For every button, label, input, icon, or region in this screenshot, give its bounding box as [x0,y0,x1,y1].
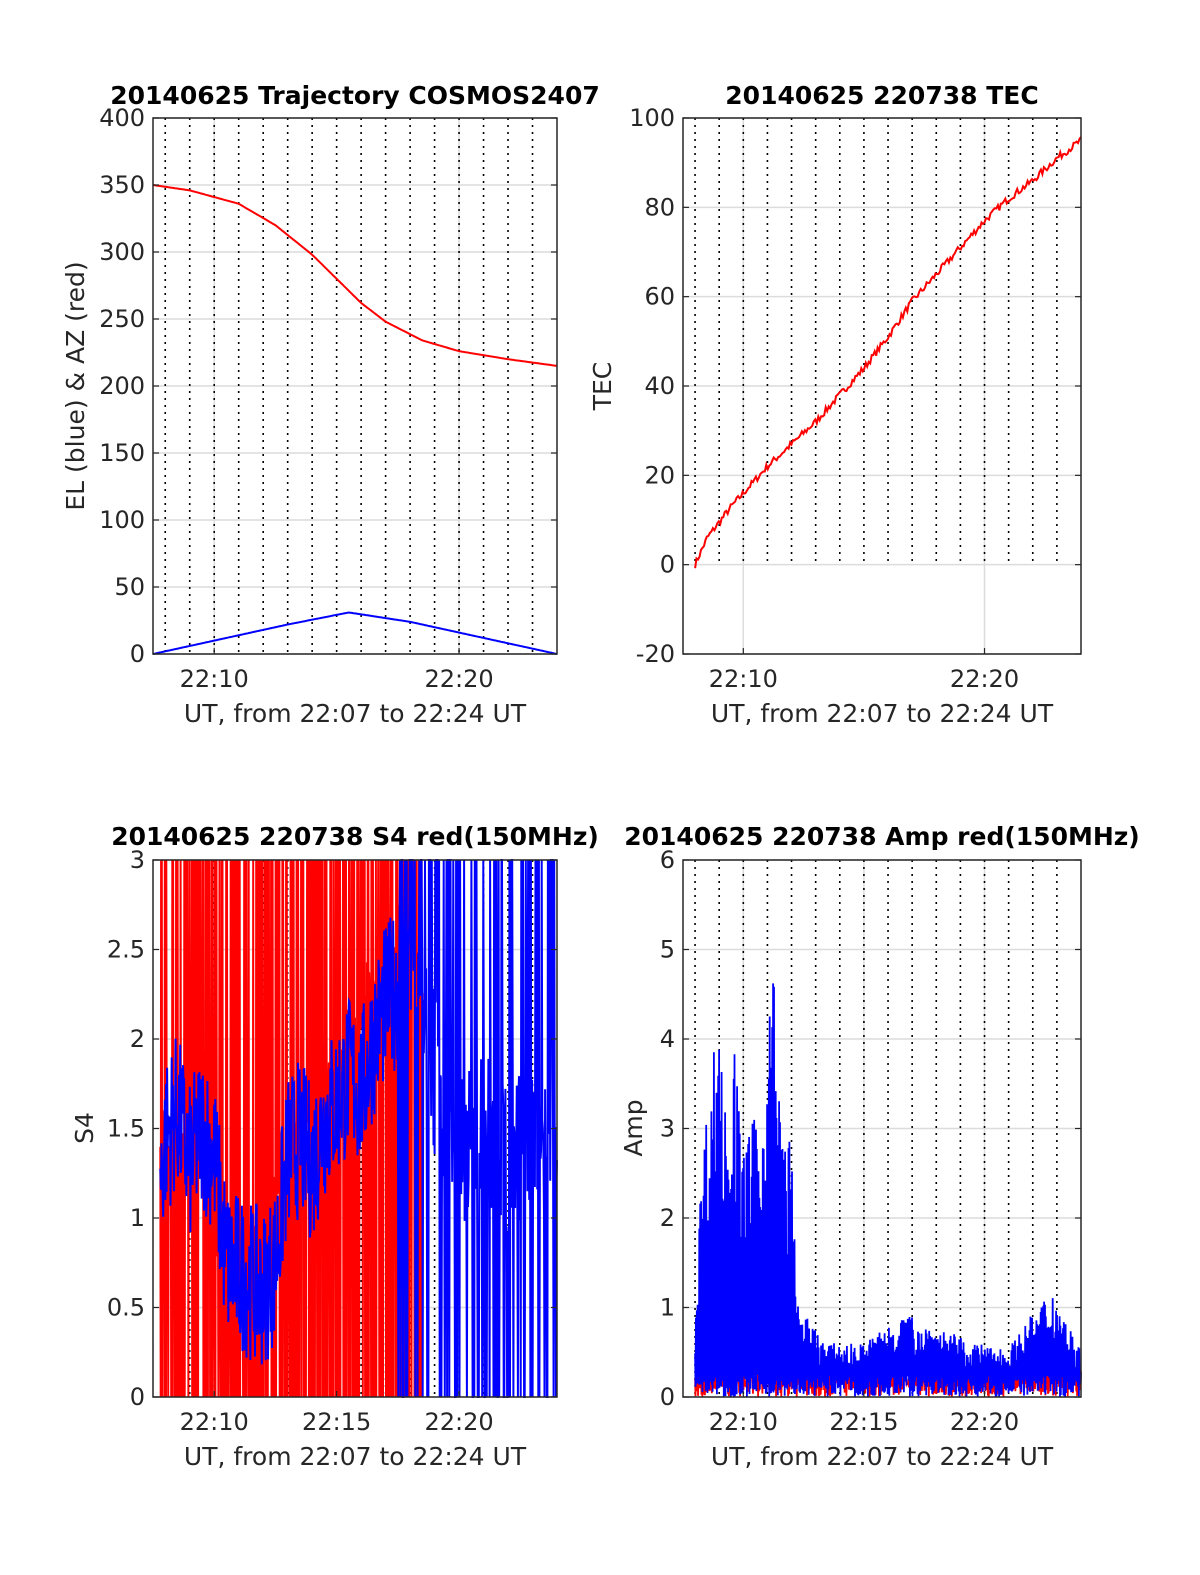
trajectory-ytick-label: 400 [99,104,145,132]
tec-title: 20140625 220738 TEC [725,81,1038,110]
tec-ylabel: TEC [588,362,617,412]
tec-xlabel: UT, from 22:07 to 22:24 UT [711,699,1054,728]
amp-x-ticks: 22:10 22:15 22:20 [709,1391,1019,1436]
amp-ytick-label: 5 [660,936,675,964]
trajectory-ytick-label: 350 [99,171,145,199]
trajectory-ytick-label: 50 [114,573,145,601]
trajectory-ytick-label: 100 [99,506,145,534]
s4-y-ticks: 0 0.5 1 1.5 2 2.5 3 [107,846,557,1411]
s4-ytick-label: 0.5 [107,1294,145,1322]
tec-xtick-label: 22:10 [709,665,778,693]
trajectory-y-ticks: 0 50 100 150 200 250 300 350 400 [99,104,557,668]
s4-xtick-label: 22:10 [180,1408,249,1436]
s4-title: 20140625 220738 S4 red(150MHz) [111,822,599,851]
amp-ytick-label: 0 [660,1383,675,1411]
s4-ytick-label: 0 [130,1383,145,1411]
tec-ytick-label: -20 [636,640,675,668]
tec-grid [683,117,1081,655]
amp-xtick-label: 22:10 [709,1408,778,1436]
tec-xtick-label: 22:20 [950,665,1019,693]
s4-ytick-label: 2 [130,1025,145,1053]
amp-series-blue [694,983,1082,1398]
s4-ytick-label: 2.5 [107,936,145,964]
trajectory-xtick-label: 22:20 [424,665,493,693]
amp-ytick-label: 4 [660,1025,675,1053]
tec-series-red [694,136,1082,569]
tec-ytick-label: 80 [644,193,675,221]
tec-ytick-label: 20 [644,461,675,489]
trajectory-grid [153,117,557,655]
trajectory-xlabel: UT, from 22:07 to 22:24 UT [184,699,527,728]
amp-ytick-label: 6 [660,846,675,874]
amp-ytick-label: 1 [660,1294,675,1322]
amp-title: 20140625 220738 Amp red(150MHz) [624,822,1140,851]
trajectory-x-ticks: 22:10 22:20 [180,648,494,693]
trajectory-ytick-label: 200 [99,372,145,400]
tec-y-ticks: -20 0 20 40 60 80 100 [629,104,1081,668]
amp-xtick-label: 22:20 [950,1408,1019,1436]
tec-ytick-label: 0 [660,551,675,579]
panel-trajectory: 20140625 Trajectory COSMOS2407 0 50 100 150… [61,81,600,728]
s4-ylabel: S4 [70,1112,99,1144]
amp-series [694,983,1082,1398]
panel-s4: 20140625 220738 S4 red(150MHz) 0 0.5 1 1.5 2… [70,822,599,1471]
amp-ylabel: Amp [619,1099,648,1156]
amp-xlabel: UT, from 22:07 to 22:24 UT [711,1442,1054,1471]
s4-series-blue [159,859,558,1398]
s4-x-ticks: 22:10 22:15 22:20 [180,1391,494,1436]
amp-xtick-label: 22:15 [829,1408,898,1436]
trajectory-ylabel: EL (blue) & AZ (red) [61,261,90,510]
amp-ytick-label: 2 [660,1204,675,1232]
s4-ytick-label: 1 [130,1204,145,1232]
amp-ytick-label: 3 [660,1115,675,1143]
trajectory-ytick-label: 300 [99,238,145,266]
s4-xtick-label: 22:15 [302,1408,371,1436]
trajectory-series-blue [152,611,558,655]
panel-tec: 20140625 220738 TEC -20 0 20 40 60 80 100 22:1… [588,81,1082,728]
trajectory-ytick-label: 250 [99,305,145,333]
panel-amp: 20140625 220738 Amp red(150MHz) 0123456 … [619,822,1140,1471]
trajectory-xtick-label: 22:10 [180,665,249,693]
trajectory-series [152,184,558,655]
trajectory-ytick-label: 0 [130,640,145,668]
tec-series [694,136,1082,569]
trajectory-title: 20140625 Trajectory COSMOS2407 [110,81,600,110]
s4-ytick-label: 1.5 [107,1115,145,1143]
tec-ytick-label: 100 [629,104,675,132]
tec-x-ticks: 22:10 22:20 [709,648,1019,693]
s4-xlabel: UT, from 22:07 to 22:24 UT [184,1442,527,1471]
tec-ytick-label: 40 [644,372,675,400]
s4-ytick-label: 3 [130,846,145,874]
s4-series [159,859,558,1398]
amp-y-ticks: 0 1 2 3 4 5 6 [660,846,1081,1411]
tec-ytick-label: 60 [644,283,675,311]
trajectory-series-red [152,184,558,367]
trajectory-ytick-label: 150 [99,439,145,467]
s4-xtick-label: 22:20 [424,1408,493,1436]
